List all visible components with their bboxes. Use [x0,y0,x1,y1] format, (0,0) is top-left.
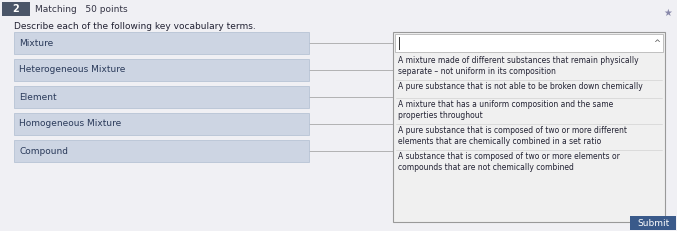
FancyBboxPatch shape [2,2,30,16]
Text: A substance that is composed of two or more elements or
compounds that are not c: A substance that is composed of two or m… [398,152,620,173]
Text: A mixture made of different substances that remain physically
separate – not uni: A mixture made of different substances t… [398,56,638,76]
Text: Matching   50 points: Matching 50 points [35,4,128,13]
Text: Describe each of the following key vocabulary terms.: Describe each of the following key vocab… [14,22,256,31]
Text: Element: Element [19,92,57,101]
FancyBboxPatch shape [630,216,676,230]
Text: ★: ★ [663,8,672,18]
FancyBboxPatch shape [393,32,665,222]
FancyBboxPatch shape [14,113,309,135]
Text: ^: ^ [653,39,661,48]
Text: A pure substance that is not able to be broken down chemically: A pure substance that is not able to be … [398,82,642,91]
Text: Heterogeneous Mixture: Heterogeneous Mixture [19,66,125,75]
Text: A pure substance that is composed of two or more different
elements that are che: A pure substance that is composed of two… [398,126,627,146]
FancyBboxPatch shape [14,59,309,81]
Text: Submit: Submit [637,219,669,228]
Text: Mixture: Mixture [19,39,53,48]
FancyBboxPatch shape [395,34,663,52]
Text: Homogeneous Mixture: Homogeneous Mixture [19,119,121,128]
Text: Compound: Compound [19,146,68,155]
FancyBboxPatch shape [14,86,309,108]
FancyBboxPatch shape [14,140,309,162]
FancyBboxPatch shape [14,32,309,54]
Text: 2: 2 [13,4,20,14]
Text: A mixture that has a uniform composition and the same
properties throughout: A mixture that has a uniform composition… [398,100,613,120]
